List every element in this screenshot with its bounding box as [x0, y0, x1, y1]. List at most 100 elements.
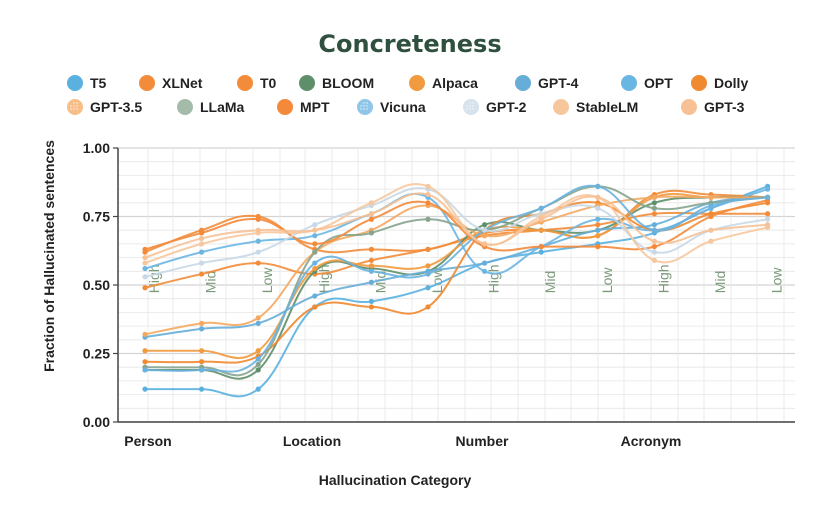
legend-swatch-texture	[466, 108, 468, 110]
data-point	[651, 238, 658, 244]
data-point	[651, 211, 658, 217]
data-point	[255, 260, 261, 266]
legend-item-alpaca[interactable]: Alpaca	[409, 75, 478, 91]
data-point	[425, 246, 431, 252]
data-point	[142, 386, 148, 392]
data-point	[595, 216, 601, 222]
legend-swatch-texture	[360, 105, 362, 107]
y-tick-label: 0.75	[83, 209, 110, 225]
legend-swatch	[553, 99, 569, 115]
legend-swatch	[299, 75, 315, 91]
data-point	[199, 326, 205, 332]
legend-swatch-texture	[472, 105, 474, 107]
data-point	[368, 211, 374, 217]
data-point	[368, 268, 374, 274]
data-point	[199, 386, 205, 392]
legend-item-bloom[interactable]: BLOOM	[299, 75, 374, 91]
legend-swatch-texture	[469, 105, 471, 107]
data-point	[425, 304, 431, 310]
legend-item-t5[interactable]: T5	[67, 75, 107, 91]
legend-swatch	[409, 75, 425, 91]
grid: High Mid Low High Mid Low High Mid Low High Mid Low	[118, 147, 795, 423]
data-point	[142, 246, 148, 252]
legend-swatch-texture	[363, 108, 365, 110]
legend-swatch-texture	[70, 105, 72, 107]
legend: T5 XLNet T0 BLOOM Alpaca GPT-4 OPT Dolly GPT-3.5…	[67, 75, 748, 115]
legend-label: T0	[260, 75, 277, 91]
legend-swatch	[139, 75, 155, 91]
x-category-label: Location	[283, 433, 341, 449]
legend-swatch-texture	[366, 105, 368, 107]
data-point	[312, 260, 318, 266]
legend-label: GPT-3	[704, 99, 745, 115]
data-point	[708, 194, 714, 200]
legend-item-t0[interactable]: T0	[237, 75, 277, 91]
data-point	[312, 304, 318, 310]
data-point	[255, 320, 261, 326]
level-label-mid: Mid	[542, 271, 558, 294]
data-point	[368, 246, 374, 252]
data-point	[595, 222, 601, 228]
legend-label: T5	[90, 75, 107, 91]
legend-item-gpt-2[interactable]: GPT-2	[463, 99, 527, 115]
y-tick-label: 1.00	[83, 140, 110, 156]
legend-item-gpt-4[interactable]: GPT-4	[515, 75, 579, 91]
data-point	[199, 249, 205, 255]
data-point	[482, 260, 488, 266]
legend-label: MPT	[300, 99, 330, 115]
legend-item-opt[interactable]: OPT	[621, 75, 673, 91]
data-point	[651, 244, 658, 250]
series-layer	[142, 183, 771, 398]
data-point	[199, 367, 205, 373]
data-point	[142, 367, 148, 373]
data-point	[482, 227, 488, 233]
x-axis-label: Hallucination Category	[319, 472, 472, 488]
series-mpt	[142, 197, 771, 252]
legend-swatch-texture	[73, 105, 75, 107]
data-point	[142, 331, 148, 337]
legend-label: Vicuna	[380, 99, 426, 115]
legend-item-stablelm[interactable]: StableLM	[553, 99, 638, 115]
data-point	[595, 227, 601, 233]
data-point	[142, 285, 148, 291]
legend-label: Dolly	[714, 75, 748, 91]
legend-swatch-texture	[76, 105, 78, 107]
legend-label: GPT-2	[486, 99, 527, 115]
x-category-label: Acronym	[621, 433, 682, 449]
data-point	[425, 183, 431, 189]
legend-swatch	[621, 75, 637, 91]
level-label-mid: Mid	[203, 271, 219, 294]
legend-item-gpt-3-5[interactable]: GPT-3.5	[67, 99, 142, 115]
series-t0	[142, 211, 771, 291]
level-label-low: Low	[259, 267, 275, 294]
data-point	[142, 260, 148, 266]
data-point	[312, 241, 318, 247]
legend-swatch-texture	[469, 108, 471, 110]
data-point	[368, 200, 374, 206]
legend-swatch-texture	[466, 105, 468, 107]
data-point	[765, 211, 771, 217]
legend-item-xlnet[interactable]: XLNet	[139, 75, 203, 91]
y-tick-label: 0.00	[83, 414, 110, 430]
legend-swatch-texture	[76, 108, 78, 110]
legend-item-llama[interactable]: LLaMa	[177, 99, 245, 115]
legend-item-gpt-3[interactable]: GPT-3	[681, 99, 745, 115]
data-point	[255, 238, 261, 244]
legend-item-mpt[interactable]: MPT	[277, 99, 330, 115]
legend-swatch-texture	[366, 108, 368, 110]
data-point	[708, 202, 714, 209]
legend-swatch	[691, 75, 707, 91]
data-point	[255, 315, 261, 321]
legend-label: XLNet	[162, 75, 203, 91]
data-point	[651, 249, 658, 255]
legend-swatch	[237, 75, 253, 91]
data-point	[142, 348, 148, 354]
data-point	[255, 367, 261, 373]
legend-item-dolly[interactable]: Dolly	[691, 75, 748, 91]
data-point	[595, 194, 601, 200]
legend-swatch	[357, 99, 373, 115]
legend-item-vicuna[interactable]: Vicuna	[357, 99, 426, 115]
legend-swatch-texture	[360, 108, 362, 110]
level-label-mid: Mid	[712, 271, 728, 294]
